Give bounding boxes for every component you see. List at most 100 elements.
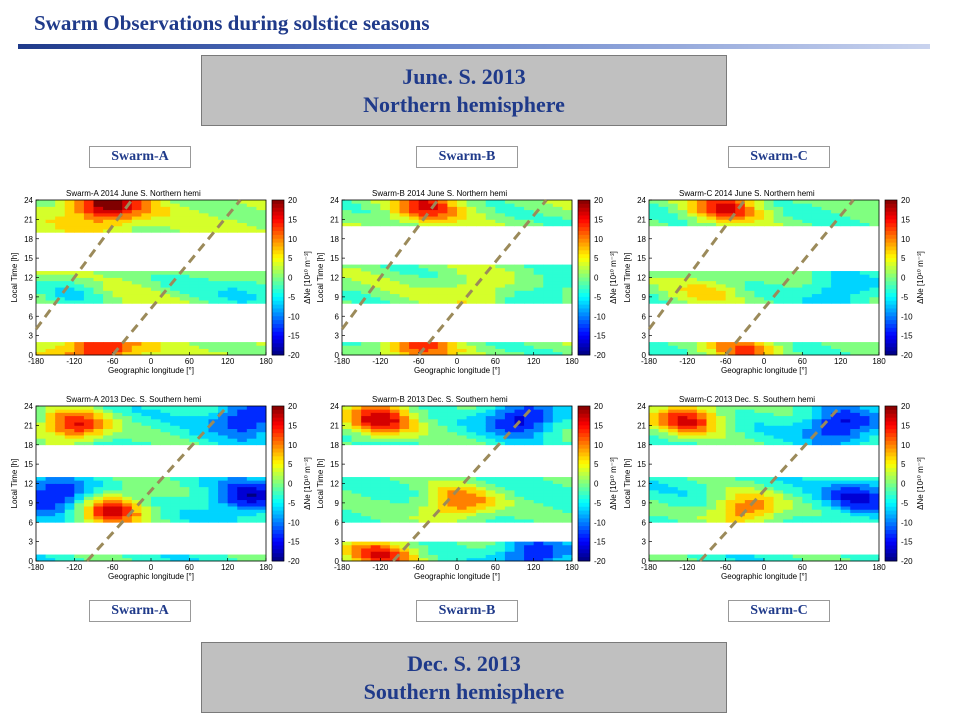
heatmap-cell bbox=[361, 409, 372, 413]
heatmap-cell bbox=[256, 441, 267, 446]
heatmap-cell bbox=[342, 409, 352, 413]
heatmap-cell bbox=[457, 280, 467, 285]
heatmap-cell bbox=[122, 287, 133, 291]
slide-title: Swarm Observations during solstice seaso… bbox=[34, 11, 430, 35]
heatmap-cell bbox=[649, 489, 659, 494]
y-tick-label: 6 bbox=[29, 312, 34, 321]
heatmap-cell bbox=[64, 348, 75, 353]
heatmap-cell bbox=[773, 422, 784, 426]
heatmap-cell bbox=[361, 290, 372, 295]
heatmap-cell bbox=[380, 493, 391, 497]
heatmap-cell bbox=[389, 418, 400, 423]
heatmap-cell bbox=[821, 483, 832, 488]
heatmap-cell bbox=[151, 200, 161, 204]
heatmap-cell bbox=[485, 280, 496, 285]
heatmap-cell bbox=[361, 480, 372, 484]
heatmap-cell bbox=[552, 342, 563, 346]
heatmap-cell bbox=[716, 438, 727, 442]
heatmap-cell bbox=[437, 515, 448, 520]
heatmap-cell bbox=[103, 280, 114, 285]
heatmap-cell bbox=[457, 271, 467, 275]
heatmap-cell bbox=[74, 425, 85, 430]
heatmap-cell bbox=[524, 428, 535, 433]
colorbar-step bbox=[272, 479, 284, 484]
colorbar-step bbox=[885, 343, 897, 348]
heatmap-cell bbox=[668, 480, 679, 484]
heatmap-cell bbox=[811, 219, 822, 224]
heatmap-cell bbox=[476, 290, 487, 295]
heatmap-cell bbox=[869, 418, 880, 423]
heatmap-cell bbox=[754, 418, 765, 423]
heatmap-cell bbox=[668, 283, 679, 288]
heatmap-cell bbox=[227, 206, 238, 211]
heatmap-cell bbox=[256, 435, 267, 439]
heatmap-cell bbox=[170, 412, 181, 417]
heatmap-cell bbox=[170, 554, 181, 559]
heatmap-cell bbox=[122, 290, 133, 295]
x-tick-label: 180 bbox=[872, 357, 886, 366]
heatmap-cell bbox=[389, 493, 400, 497]
heatmap-cell bbox=[649, 438, 659, 442]
heatmap-cell bbox=[428, 425, 439, 430]
heatmap-cell bbox=[83, 480, 94, 484]
heatmap-cell bbox=[370, 441, 381, 446]
heatmap-cell bbox=[189, 496, 200, 501]
heatmap-cell bbox=[735, 274, 746, 278]
heatmap-cell bbox=[783, 412, 794, 417]
heatmap-cell bbox=[170, 489, 181, 494]
heatmap-cell bbox=[428, 216, 439, 220]
heatmap-cell bbox=[227, 203, 238, 207]
heatmap-cell bbox=[447, 412, 458, 417]
heatmap-cell bbox=[389, 496, 400, 501]
heatmap-cell bbox=[792, 422, 803, 426]
heatmap-cell bbox=[428, 441, 439, 446]
heatmap-cell bbox=[706, 219, 717, 224]
heatmap-cell bbox=[399, 203, 410, 207]
heatmap-cell bbox=[36, 515, 46, 520]
heatmap-cell bbox=[504, 342, 515, 346]
heatmap-cell bbox=[552, 345, 563, 349]
heatmap-cell bbox=[399, 300, 410, 304]
heatmap-cell bbox=[649, 506, 659, 510]
heatmap-cell bbox=[754, 296, 765, 301]
heatmap-cell bbox=[55, 219, 66, 224]
heatmap-cell bbox=[342, 431, 352, 436]
heatmap-cell bbox=[409, 216, 420, 220]
heatmap-cell bbox=[773, 222, 784, 227]
heatmap-cell bbox=[342, 415, 352, 420]
heatmap-cell bbox=[83, 293, 94, 298]
heatmap-cell bbox=[218, 342, 229, 346]
heatmap-cell bbox=[141, 290, 152, 295]
heatmap-cell bbox=[706, 480, 717, 484]
colorbar-step bbox=[885, 421, 897, 426]
heatmap-cell bbox=[380, 483, 391, 488]
heatmap-cell bbox=[783, 438, 794, 442]
terminator-dashed-line bbox=[724, 199, 855, 356]
heatmap-cell bbox=[802, 293, 813, 298]
heatmap-cell bbox=[428, 438, 439, 442]
heatmap-cell bbox=[45, 557, 56, 562]
heatmap-cell bbox=[437, 477, 448, 481]
colorbar-step bbox=[272, 549, 284, 554]
heatmap-cell bbox=[103, 209, 114, 214]
colorbar-step bbox=[272, 293, 284, 298]
heatmap-cell bbox=[725, 271, 736, 275]
heatmap-cell bbox=[495, 557, 506, 562]
heatmap-cell bbox=[658, 203, 669, 207]
heatmap-cell bbox=[218, 274, 229, 278]
heatmap-cell bbox=[93, 348, 104, 353]
heatmap-cell bbox=[131, 425, 142, 430]
heatmap-cell bbox=[524, 206, 535, 211]
heatmap-cell bbox=[370, 435, 381, 439]
heatmap-cell bbox=[74, 271, 85, 275]
colorbar-step bbox=[578, 491, 590, 496]
heatmap-cell bbox=[485, 203, 496, 207]
heatmap-cell bbox=[850, 290, 861, 295]
heatmap-cell bbox=[151, 277, 161, 282]
heatmap-cell bbox=[706, 431, 717, 436]
heatmap-cell bbox=[409, 435, 420, 439]
heatmap-cell bbox=[83, 345, 94, 349]
colorbar-step bbox=[272, 254, 284, 259]
heatmap-cell bbox=[696, 431, 707, 436]
heatmap-cell bbox=[218, 351, 229, 356]
